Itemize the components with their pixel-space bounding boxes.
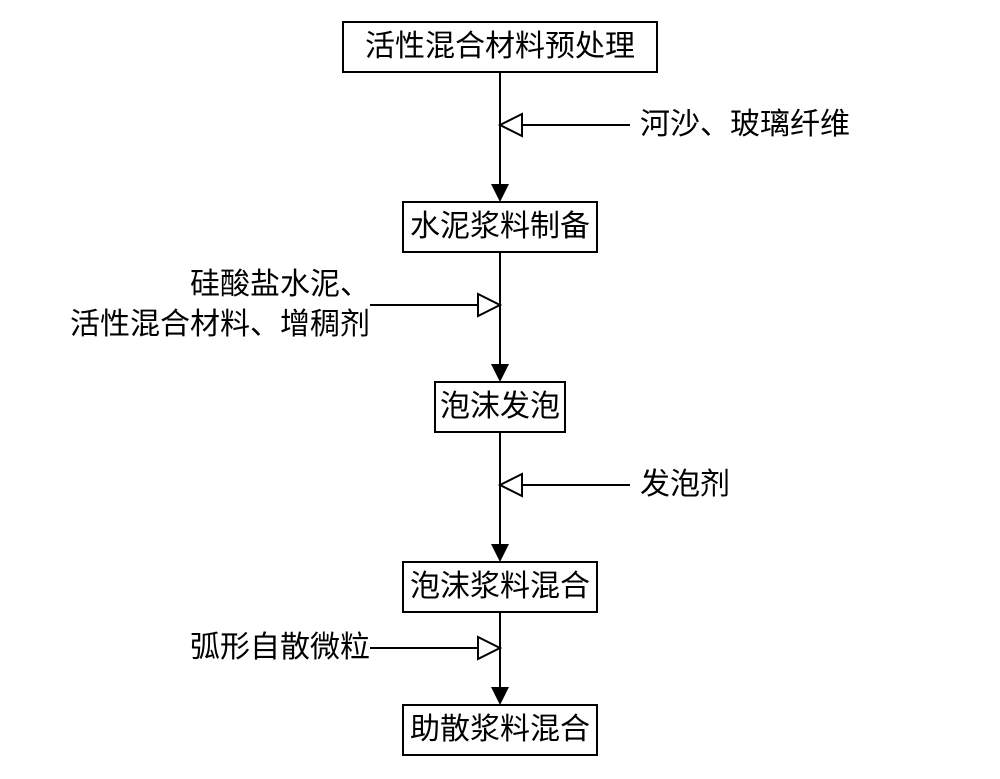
side-label-in2-0: 硅酸盐水泥、 [190, 268, 370, 301]
arrowhead-n1-n2 [491, 184, 509, 202]
side-label-in1-0: 河沙、玻璃纤维 [640, 108, 850, 141]
flowchart-container: 活性混合材料预处理水泥浆料制备泡沫发泡泡沫浆料混合助散浆料混合 河沙、玻璃纤维硅酸… [0, 0, 1000, 779]
process-label-n3: 泡沫发泡 [440, 390, 560, 423]
side-label-in3-0: 发泡剂 [640, 468, 730, 501]
side-label-in2-1: 活性混合材料、增稠剂 [70, 308, 370, 341]
process-label-n2: 水泥浆料制备 [410, 210, 590, 243]
side-arrow-in3 [500, 474, 522, 496]
side-arrow-in4 [478, 637, 500, 659]
side-arrow-in2 [478, 294, 500, 316]
process-label-n4: 泡沫浆料混合 [410, 570, 590, 603]
arrowhead-n4-n5 [491, 687, 509, 705]
arrowhead-n3-n4 [491, 544, 509, 562]
side-label-in4-0: 弧形自散微粒 [190, 631, 370, 664]
arrowhead-n2-n3 [491, 364, 509, 382]
process-label-n1: 活性混合材料预处理 [365, 30, 635, 63]
process-label-n5: 助散浆料混合 [410, 713, 590, 746]
side-arrow-in1 [500, 114, 522, 136]
